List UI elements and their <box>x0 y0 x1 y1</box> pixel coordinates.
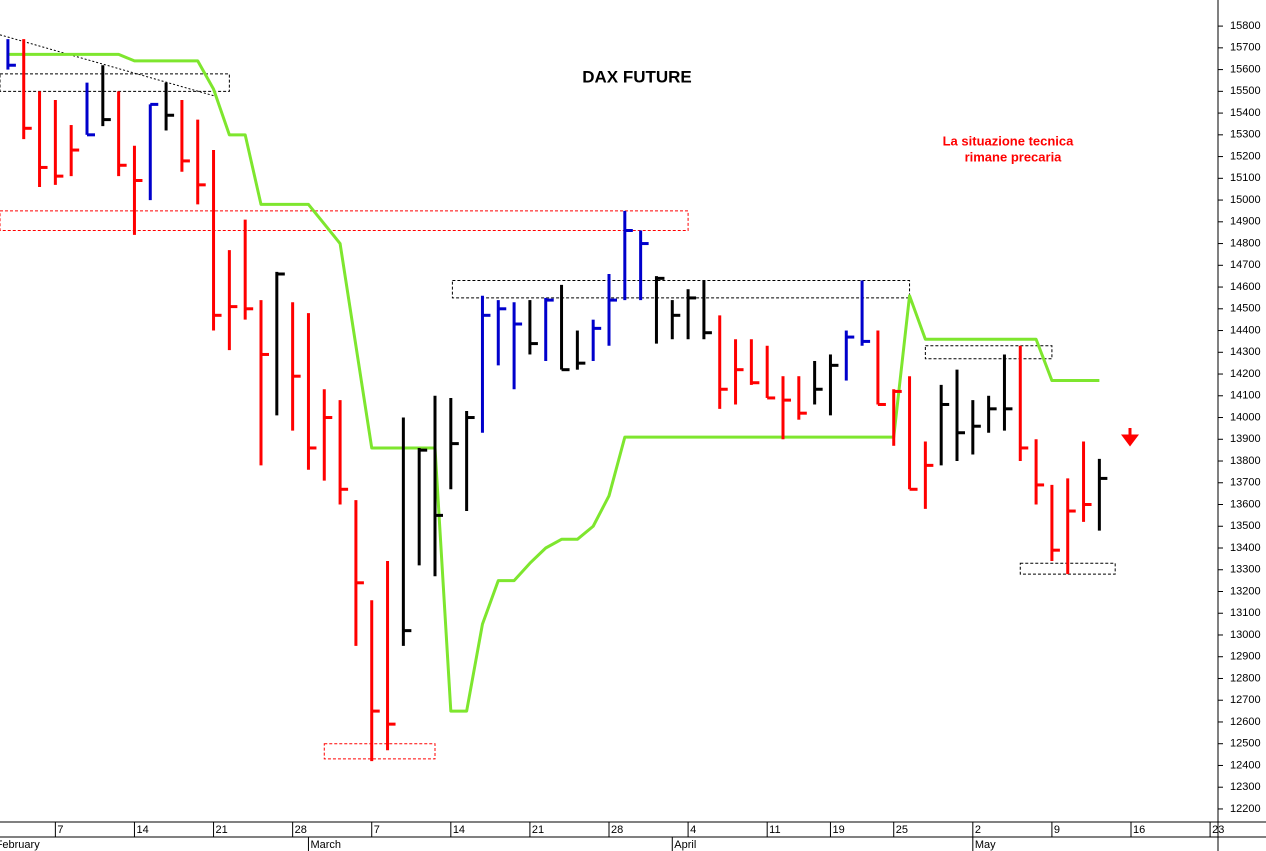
y-tick-label: 12400 <box>1230 759 1261 771</box>
annotation: La situazione tecnica <box>943 133 1075 148</box>
x-tick-label: 7 <box>57 824 63 836</box>
zone <box>0 210 689 232</box>
y-tick-label: 12700 <box>1230 694 1261 706</box>
x-tick-label: 19 <box>832 824 844 836</box>
stop-line <box>7 52 1100 713</box>
y-tick-label: 15600 <box>1230 63 1261 75</box>
y-tick-label: 14400 <box>1230 324 1261 336</box>
x-tick-label: 2 <box>975 824 981 836</box>
y-tick-label: 14500 <box>1230 303 1261 315</box>
month-label: April <box>674 839 696 851</box>
month-label: February <box>0 839 40 851</box>
x-tick-label: 9 <box>1054 824 1060 836</box>
y-tick-label: 15100 <box>1230 172 1261 184</box>
y-tick-label: 15800 <box>1230 20 1261 32</box>
y-tick-label: 12900 <box>1230 651 1261 663</box>
y-tick-label: 14200 <box>1230 368 1261 380</box>
y-tick-label: 14900 <box>1230 216 1261 228</box>
down-arrow <box>1121 428 1139 447</box>
month-label: May <box>975 839 996 851</box>
y-tick-label: 14000 <box>1230 411 1261 423</box>
y-tick-label: 12200 <box>1230 803 1261 815</box>
y-tick-label: 12600 <box>1230 716 1261 728</box>
y-tick-label: 15700 <box>1230 42 1261 54</box>
x-tick-label: 28 <box>295 824 307 836</box>
y-tick-label: 15300 <box>1230 129 1261 141</box>
y-tick-label: 12800 <box>1230 672 1261 684</box>
x-tick-label: 7 <box>374 824 380 836</box>
x-tick-label: 23 <box>1212 824 1224 836</box>
x-tick-label: 14 <box>453 824 465 836</box>
x-tick-label: 16 <box>1133 824 1145 836</box>
trendline <box>0 34 214 97</box>
x-tick-label: 28 <box>611 824 623 836</box>
y-tick-label: 15500 <box>1230 85 1261 97</box>
y-tick-label: 14800 <box>1230 237 1261 249</box>
annotation: rimane precaria <box>965 149 1063 164</box>
x-tick-label: 14 <box>136 824 148 836</box>
zone <box>323 743 436 760</box>
x-tick-label: 25 <box>896 824 908 836</box>
chart-title: DAX FUTURE <box>582 67 692 86</box>
y-tick-label: 13300 <box>1230 564 1261 576</box>
y-tick-label: 13400 <box>1230 542 1261 554</box>
y-tick-label: 14700 <box>1230 259 1261 271</box>
y-tick-label: 14100 <box>1230 390 1261 402</box>
y-tick-label: 15200 <box>1230 150 1261 162</box>
x-tick-label: 4 <box>690 824 696 836</box>
y-tick-label: 15000 <box>1230 194 1261 206</box>
y-tick-label: 13900 <box>1230 433 1261 445</box>
y-tick-label: 14300 <box>1230 346 1261 358</box>
y-tick-label: 13000 <box>1230 629 1261 641</box>
y-tick-label: 13600 <box>1230 498 1261 510</box>
y-tick-label: 13500 <box>1230 520 1261 532</box>
zone <box>0 73 230 92</box>
x-tick-label: 21 <box>532 824 544 836</box>
y-tick-label: 15400 <box>1230 107 1261 119</box>
x-tick-label: 21 <box>216 824 228 836</box>
y-tick-label: 14600 <box>1230 281 1261 293</box>
zone <box>924 345 1053 360</box>
zone <box>451 280 911 299</box>
y-tick-label: 13800 <box>1230 455 1261 467</box>
month-label: March <box>310 839 341 851</box>
y-tick-label: 12500 <box>1230 738 1261 750</box>
y-tick-label: 13700 <box>1230 477 1261 489</box>
x-tick-label: 11 <box>769 824 780 836</box>
y-tick-label: 13200 <box>1230 585 1261 597</box>
y-tick-label: 13100 <box>1230 607 1261 619</box>
y-tick-label: 12300 <box>1230 781 1261 793</box>
